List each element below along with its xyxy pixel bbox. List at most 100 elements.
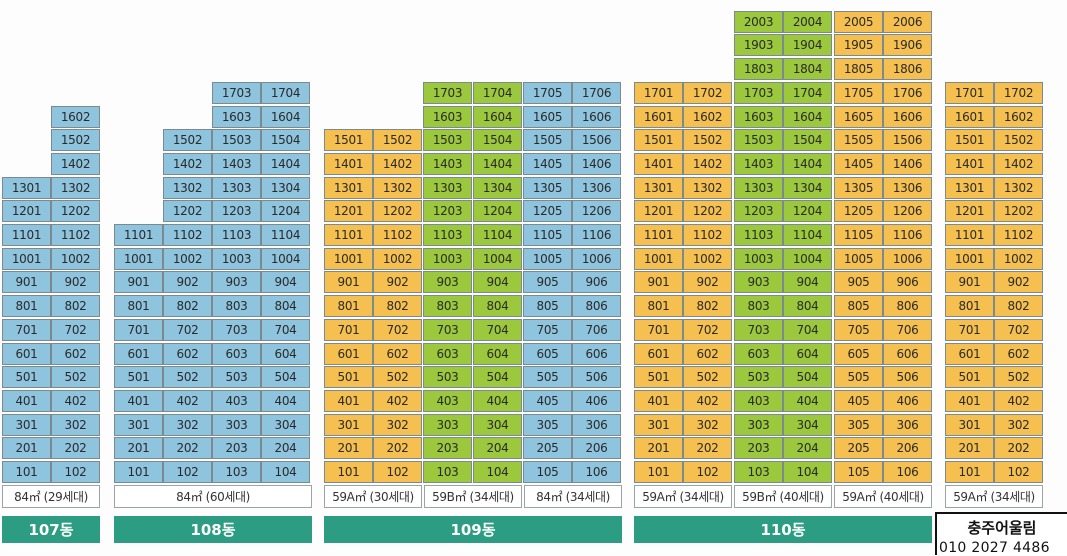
unit-cell: 1102 xyxy=(683,224,732,246)
unit-cell: 102 xyxy=(683,461,732,483)
unit-cell: 603 xyxy=(212,343,261,365)
unit-cell: 201 xyxy=(324,437,373,459)
unit-cell: 405 xyxy=(523,390,572,412)
building-107-label: 107동 xyxy=(2,516,100,543)
unit-cell: 704 xyxy=(473,319,522,341)
unit-cell: 601 xyxy=(945,343,994,365)
unit-cell: 1503 xyxy=(734,129,783,151)
unit-cell: 1503 xyxy=(423,129,472,151)
unit-cell: 402 xyxy=(51,390,100,412)
unit-cell: 804 xyxy=(783,295,832,317)
unit-cell: 601 xyxy=(2,343,51,365)
unit-cell: 501 xyxy=(114,366,163,388)
unit-cell: 401 xyxy=(2,390,51,412)
unit-cell: 101 xyxy=(324,461,373,483)
unit-cell: 1502 xyxy=(373,129,422,151)
unit-cell: 1602 xyxy=(994,106,1043,128)
unit-cell: 1006 xyxy=(572,248,621,270)
type-label-107: 84㎡ (29세대) xyxy=(2,485,100,508)
unit-cell: 1402 xyxy=(994,153,1043,175)
unit-cell: 302 xyxy=(51,414,100,436)
unit-cell: 704 xyxy=(783,319,832,341)
unit-cell: 703 xyxy=(734,319,783,341)
unit-cell: 1702 xyxy=(683,82,732,104)
unit-cell: 1303 xyxy=(734,177,783,199)
unit-cell: 1001 xyxy=(2,248,51,270)
unit-cell: 1001 xyxy=(945,248,994,270)
unit-cell: 1504 xyxy=(473,129,522,151)
unit-cell: 1604 xyxy=(473,106,522,128)
unit-cell: 1003 xyxy=(423,248,472,270)
unit-cell: 902 xyxy=(163,271,212,293)
unit-cell: 102 xyxy=(163,461,212,483)
unit-cell: 1406 xyxy=(572,153,621,175)
unit-cell: 104 xyxy=(473,461,522,483)
unit-cell: 703 xyxy=(212,319,261,341)
unit-cell: 201 xyxy=(2,437,51,459)
unit-cell: 802 xyxy=(163,295,212,317)
unit-cell: 706 xyxy=(883,319,932,341)
unit-cell: 1001 xyxy=(324,248,373,270)
unit-cell: 402 xyxy=(373,390,422,412)
unit-cell: 1705 xyxy=(523,82,572,104)
unit-cell: 802 xyxy=(683,295,732,317)
unit-cell: 404 xyxy=(783,390,832,412)
unit-cell: 1001 xyxy=(634,248,683,270)
unit-cell: 1402 xyxy=(51,153,100,175)
unit-cell: 404 xyxy=(261,390,310,412)
type-label-111: 59A㎡ (34세대) xyxy=(945,485,1043,508)
unit-cell: 603 xyxy=(423,343,472,365)
unit-cell: 1404 xyxy=(473,153,522,175)
unit-cell: 1302 xyxy=(994,177,1043,199)
unit-cell: 303 xyxy=(734,414,783,436)
unit-cell: 1703 xyxy=(212,82,261,104)
unit-cell: 702 xyxy=(373,319,422,341)
unit-cell: 305 xyxy=(834,414,883,436)
unit-cell: 1102 xyxy=(163,224,212,246)
unit-cell: 1003 xyxy=(212,248,261,270)
unit-cell: 204 xyxy=(473,437,522,459)
unit-cell: 202 xyxy=(51,437,100,459)
unit-cell: 803 xyxy=(423,295,472,317)
unit-cell: 701 xyxy=(634,319,683,341)
unit-cell: 1002 xyxy=(994,248,1043,270)
unit-cell: 1001 xyxy=(114,248,163,270)
unit-cell: 1504 xyxy=(261,129,310,151)
type-label-109-59b: 59B㎡ (34세대) xyxy=(424,485,522,508)
unit-cell: 1204 xyxy=(783,200,832,222)
unit-cell: 204 xyxy=(783,437,832,459)
unit-cell: 902 xyxy=(994,271,1043,293)
unit-cell: 1103 xyxy=(212,224,261,246)
unit-cell: 902 xyxy=(51,271,100,293)
type-label-109-84: 84㎡ (34세대) xyxy=(524,485,622,508)
unit-cell: 505 xyxy=(523,366,572,388)
unit-cell: 802 xyxy=(994,295,1043,317)
unit-cell: 506 xyxy=(572,366,621,388)
unit-cell: 203 xyxy=(423,437,472,459)
unit-cell: 601 xyxy=(324,343,373,365)
unit-cell: 301 xyxy=(945,414,994,436)
unit-cell: 906 xyxy=(572,271,621,293)
unit-cell: 201 xyxy=(114,437,163,459)
unit-cell: 902 xyxy=(373,271,422,293)
unit-cell: 2003 xyxy=(734,11,783,33)
unit-cell: 1604 xyxy=(261,106,310,128)
unit-cell: 1403 xyxy=(212,153,261,175)
unit-cell: 1501 xyxy=(634,129,683,151)
unit-cell: 1305 xyxy=(834,177,883,199)
unit-cell: 504 xyxy=(473,366,522,388)
unit-cell: 1401 xyxy=(634,153,683,175)
unit-cell: 1502 xyxy=(683,129,732,151)
unit-cell: 905 xyxy=(834,271,883,293)
unit-cell: 704 xyxy=(261,319,310,341)
unit-cell: 403 xyxy=(734,390,783,412)
unit-cell: 805 xyxy=(523,295,572,317)
unit-cell: 705 xyxy=(834,319,883,341)
unit-cell: 1806 xyxy=(883,58,932,80)
unit-cell: 804 xyxy=(473,295,522,317)
building-108-label: 108동 xyxy=(114,516,312,543)
unit-cell: 1301 xyxy=(2,177,51,199)
unit-cell: 303 xyxy=(212,414,261,436)
unit-cell: 1506 xyxy=(883,129,932,151)
unit-cell: 702 xyxy=(51,319,100,341)
